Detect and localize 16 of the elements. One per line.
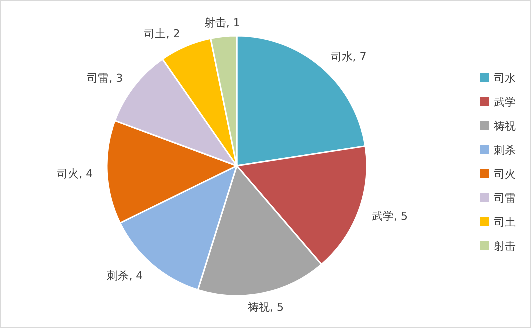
data-label: 司土, 2 — [144, 28, 180, 41]
legend-label: 司火 — [494, 168, 516, 181]
legend-label: 司水 — [494, 72, 516, 85]
legend-label: 司雷 — [494, 192, 516, 205]
data-label: 射击, 1 — [204, 16, 240, 30]
data-label: 刺杀, 4 — [107, 269, 144, 282]
legend-label: 射击 — [494, 240, 516, 253]
legend-label: 司土 — [494, 216, 516, 229]
data-label: 司水, 7 — [330, 50, 367, 64]
legend-label: 祷祝 — [494, 120, 516, 133]
data-label: 武学, 5 — [372, 210, 408, 224]
data-label: 司雷, 3 — [87, 72, 124, 85]
data-label: 祷祝, 5 — [248, 301, 284, 314]
legend-label: 刺杀 — [494, 144, 516, 157]
data-label: 司火, 4 — [57, 167, 94, 180]
legend-label: 武学 — [494, 96, 516, 109]
